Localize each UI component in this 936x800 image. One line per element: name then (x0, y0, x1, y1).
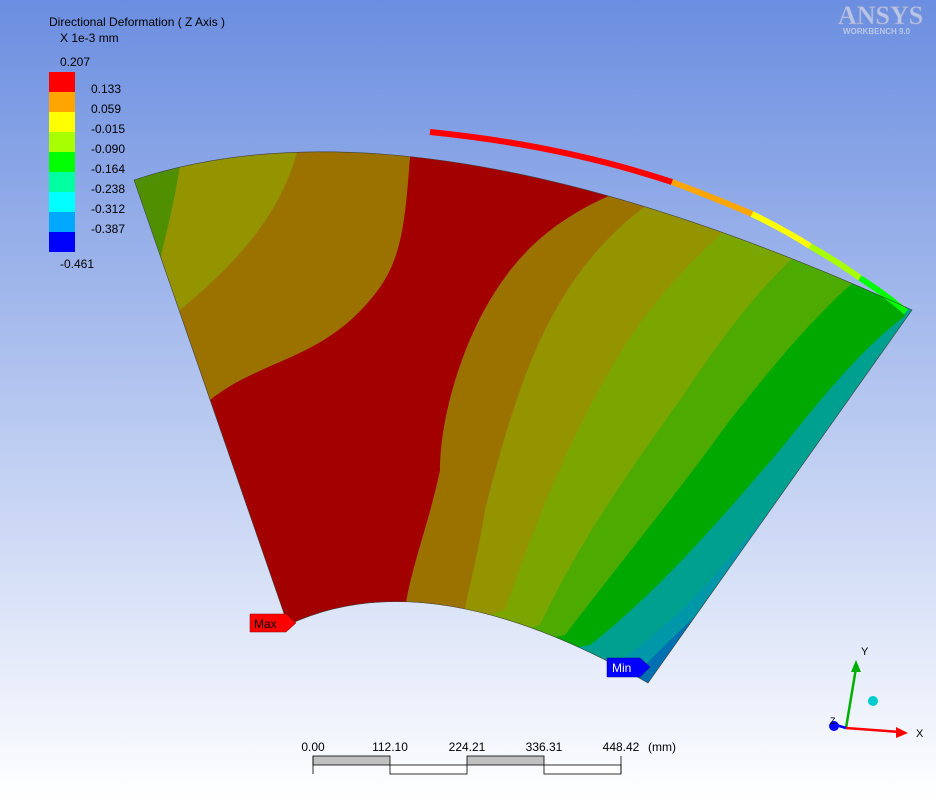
legend-swatch (49, 152, 75, 172)
legend-level-label: 0.133 (91, 82, 121, 96)
scale-bar-unit: (mm) (648, 740, 676, 754)
legend-swatch (49, 192, 75, 212)
legend-swatch (49, 92, 75, 112)
legend-title: Directional Deformation ( Z Axis ) (49, 15, 225, 29)
legend-swatch (49, 172, 75, 192)
outer-edge-yellow (750, 211, 812, 249)
outer-edge-lime (808, 243, 862, 281)
triad-x-arrowhead (896, 727, 908, 738)
triad-x-axis (845, 726, 901, 734)
min-marker[interactable]: Min (606, 657, 651, 678)
logo-product: WORKBENCH 9.0 (843, 27, 911, 36)
scale-bar: 0.00 112.10 224.21 336.31 448.42 (mm) (301, 740, 676, 775)
triad-y-label: Y (861, 646, 869, 658)
legend-level-label: -0.164 (91, 162, 125, 176)
scale-bar-tick-label: 0.00 (301, 740, 325, 754)
legend-level-label: -0.312 (91, 202, 125, 216)
max-marker[interactable]: Max (249, 613, 297, 633)
triad-z-label: Z (830, 716, 836, 726)
triad-y-arrowhead (851, 660, 861, 672)
legend-min-value: -0.461 (60, 257, 94, 271)
scale-bar-tick-label: 448.42 (603, 740, 640, 754)
triad-x-label: X (916, 728, 924, 740)
scale-bar-tick-labels: 0.00 112.10 224.21 336.31 448.42 (301, 740, 639, 754)
min-marker-label: Min (612, 661, 631, 675)
legend: Directional Deformation ( Z Axis ) X 1e-… (49, 15, 225, 271)
outer-edge-green (858, 275, 908, 315)
legend-color-bar (49, 72, 75, 252)
legend-swatch (49, 212, 75, 232)
coordinate-triad[interactable]: Y X Z (829, 646, 924, 740)
scale-bar-tick-label: 224.21 (449, 740, 486, 754)
legend-unit: X 1e-3 mm (60, 31, 119, 45)
isometric-view-ball[interactable] (868, 696, 878, 706)
scale-bar-tick-label: 112.10 (372, 740, 408, 754)
triad-y-axis (844, 667, 858, 729)
legend-swatch (49, 132, 75, 152)
legend-level-label: -0.090 (91, 142, 125, 156)
outer-edge-red (429, 129, 673, 185)
outer-edge-orange (670, 179, 754, 217)
scale-bar-tick-label: 336.31 (526, 740, 563, 754)
legend-swatch (49, 72, 75, 92)
legend-level-labels: 0.133 0.059 -0.015 -0.090 -0.164 -0.238 -0.312… (91, 82, 125, 236)
legend-level-label: 0.059 (91, 102, 121, 116)
triad-z-arrowhead (829, 721, 839, 731)
legend-level-label: -0.387 (91, 222, 125, 236)
legend-level-label: -0.015 (91, 122, 125, 136)
ansys-logo: ANSYS WORKBENCH 9.0 (838, 1, 924, 36)
model-outline (133, 151, 913, 684)
legend-level-label: -0.238 (91, 182, 125, 196)
legend-swatch (49, 232, 75, 252)
legend-max-value: 0.207 (60, 55, 90, 69)
max-marker-label: Max (254, 617, 277, 631)
logo-brand: ANSYS (838, 1, 923, 30)
legend-swatch (49, 112, 75, 132)
